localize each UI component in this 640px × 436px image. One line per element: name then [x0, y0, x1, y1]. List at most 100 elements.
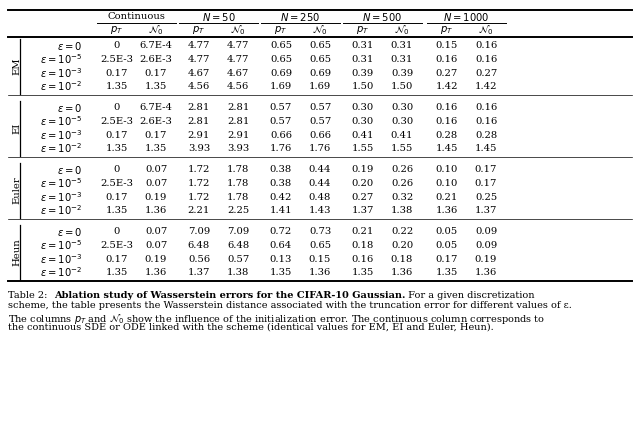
Text: 0.30: 0.30 — [391, 117, 413, 126]
Text: 4.67: 4.67 — [188, 68, 210, 78]
Text: 1.45: 1.45 — [436, 144, 458, 153]
Text: $\varepsilon = 10^{-2}$: $\varepsilon = 10^{-2}$ — [40, 204, 82, 218]
Text: 0.07: 0.07 — [145, 241, 167, 250]
Text: 0.15: 0.15 — [309, 255, 331, 263]
Text: 2.91: 2.91 — [227, 130, 249, 140]
Text: 0.57: 0.57 — [309, 117, 331, 126]
Text: the continuous SDE or ODE linked with the scheme (identical values for EM, EI an: the continuous SDE or ODE linked with th… — [8, 322, 493, 331]
Text: 1.36: 1.36 — [309, 268, 331, 277]
Text: 0.30: 0.30 — [352, 103, 374, 112]
Text: 1.37: 1.37 — [188, 268, 210, 277]
Text: 1.43: 1.43 — [308, 206, 332, 215]
Text: $\mathcal{N}_0$: $\mathcal{N}_0$ — [312, 23, 328, 37]
Text: 0.42: 0.42 — [270, 193, 292, 201]
Text: 0.07: 0.07 — [145, 166, 167, 174]
Text: 2.6E-3: 2.6E-3 — [140, 55, 172, 64]
Text: 0.07: 0.07 — [145, 228, 167, 236]
Text: 6.7E-4: 6.7E-4 — [140, 103, 173, 112]
Text: 0.20: 0.20 — [391, 241, 413, 250]
Text: 0.16: 0.16 — [352, 255, 374, 263]
Text: 0.30: 0.30 — [352, 117, 374, 126]
Text: 0.16: 0.16 — [475, 117, 497, 126]
Text: 0: 0 — [114, 41, 120, 51]
Text: $\varepsilon = 10^{-5}$: $\varepsilon = 10^{-5}$ — [40, 177, 82, 191]
Text: 0.57: 0.57 — [270, 117, 292, 126]
Text: $p_T$: $p_T$ — [356, 24, 369, 36]
Text: 4.77: 4.77 — [227, 55, 249, 64]
Text: 0.16: 0.16 — [475, 41, 497, 51]
Text: 0.38: 0.38 — [270, 179, 292, 188]
Text: 0.39: 0.39 — [352, 68, 374, 78]
Text: 0.57: 0.57 — [227, 255, 249, 263]
Text: 1.69: 1.69 — [309, 82, 331, 91]
Text: 1.72: 1.72 — [188, 193, 210, 201]
Text: $\varepsilon = 10^{-5}$: $\varepsilon = 10^{-5}$ — [40, 53, 82, 66]
Text: 2.21: 2.21 — [188, 206, 210, 215]
Text: 1.35: 1.35 — [145, 82, 167, 91]
Text: $\varepsilon = 10^{-5}$: $\varepsilon = 10^{-5}$ — [40, 115, 82, 128]
Text: 1.41: 1.41 — [269, 206, 292, 215]
Text: 0.05: 0.05 — [436, 241, 458, 250]
Text: 1.55: 1.55 — [352, 144, 374, 153]
Text: 0.65: 0.65 — [270, 55, 292, 64]
Text: 1.42: 1.42 — [436, 82, 458, 91]
Text: 0.07: 0.07 — [145, 179, 167, 188]
Text: $N = 500$: $N = 500$ — [362, 11, 403, 23]
Text: 0.56: 0.56 — [188, 255, 210, 263]
Text: Table 2:: Table 2: — [8, 291, 54, 300]
Text: 2.5E-3: 2.5E-3 — [100, 179, 134, 188]
Text: Continuous: Continuous — [108, 13, 165, 21]
Text: 1.78: 1.78 — [227, 166, 249, 174]
Text: 4.77: 4.77 — [227, 41, 249, 51]
Text: 0.65: 0.65 — [270, 41, 292, 51]
Text: 0.17: 0.17 — [145, 68, 167, 78]
Text: 0.27: 0.27 — [352, 193, 374, 201]
Text: 0.21: 0.21 — [436, 193, 458, 201]
Text: 2.81: 2.81 — [227, 117, 249, 126]
Text: 1.36: 1.36 — [391, 268, 413, 277]
Text: 2.81: 2.81 — [188, 117, 210, 126]
Text: Euler: Euler — [13, 177, 22, 204]
Text: 2.81: 2.81 — [227, 103, 249, 112]
Text: $\mathcal{N}_0$: $\mathcal{N}_0$ — [394, 23, 410, 37]
Text: 0.17: 0.17 — [475, 179, 497, 188]
Text: 1.69: 1.69 — [270, 82, 292, 91]
Text: 0.31: 0.31 — [352, 41, 374, 51]
Text: 0.26: 0.26 — [391, 166, 413, 174]
Text: 0.10: 0.10 — [436, 179, 458, 188]
Text: 0.48: 0.48 — [309, 193, 331, 201]
Text: 0: 0 — [114, 166, 120, 174]
Text: $\mathcal{N}_0$: $\mathcal{N}_0$ — [478, 23, 494, 37]
Text: 0.28: 0.28 — [436, 130, 458, 140]
Text: 1.76: 1.76 — [270, 144, 292, 153]
Text: 0.19: 0.19 — [145, 255, 167, 263]
Text: 0.21: 0.21 — [352, 228, 374, 236]
Text: 4.77: 4.77 — [188, 55, 210, 64]
Text: 7.09: 7.09 — [188, 228, 210, 236]
Text: 6.48: 6.48 — [227, 241, 249, 250]
Text: 0.57: 0.57 — [309, 103, 331, 112]
Text: Heun: Heun — [13, 238, 22, 266]
Text: 0.31: 0.31 — [352, 55, 374, 64]
Text: 2.91: 2.91 — [188, 130, 210, 140]
Text: 0: 0 — [114, 228, 120, 236]
Text: 0.20: 0.20 — [352, 179, 374, 188]
Text: 0.30: 0.30 — [391, 103, 413, 112]
Text: 0.18: 0.18 — [352, 241, 374, 250]
Text: 4.77: 4.77 — [188, 41, 210, 51]
Text: $\varepsilon = 10^{-3}$: $\varepsilon = 10^{-3}$ — [40, 190, 82, 204]
Text: 0.19: 0.19 — [475, 255, 497, 263]
Text: 0.17: 0.17 — [106, 255, 128, 263]
Text: 1.35: 1.35 — [352, 268, 374, 277]
Text: For a given discretization: For a given discretization — [405, 291, 534, 300]
Text: 0.25: 0.25 — [475, 193, 497, 201]
Text: 1.78: 1.78 — [227, 179, 249, 188]
Text: 0.31: 0.31 — [391, 55, 413, 64]
Text: $p_T$: $p_T$ — [275, 24, 287, 36]
Text: 1.38: 1.38 — [391, 206, 413, 215]
Text: 1.76: 1.76 — [309, 144, 331, 153]
Text: 0.57: 0.57 — [270, 103, 292, 112]
Text: 0.13: 0.13 — [270, 255, 292, 263]
Text: 0.19: 0.19 — [145, 193, 167, 201]
Text: $\varepsilon = 10^{-3}$: $\varepsilon = 10^{-3}$ — [40, 252, 82, 266]
